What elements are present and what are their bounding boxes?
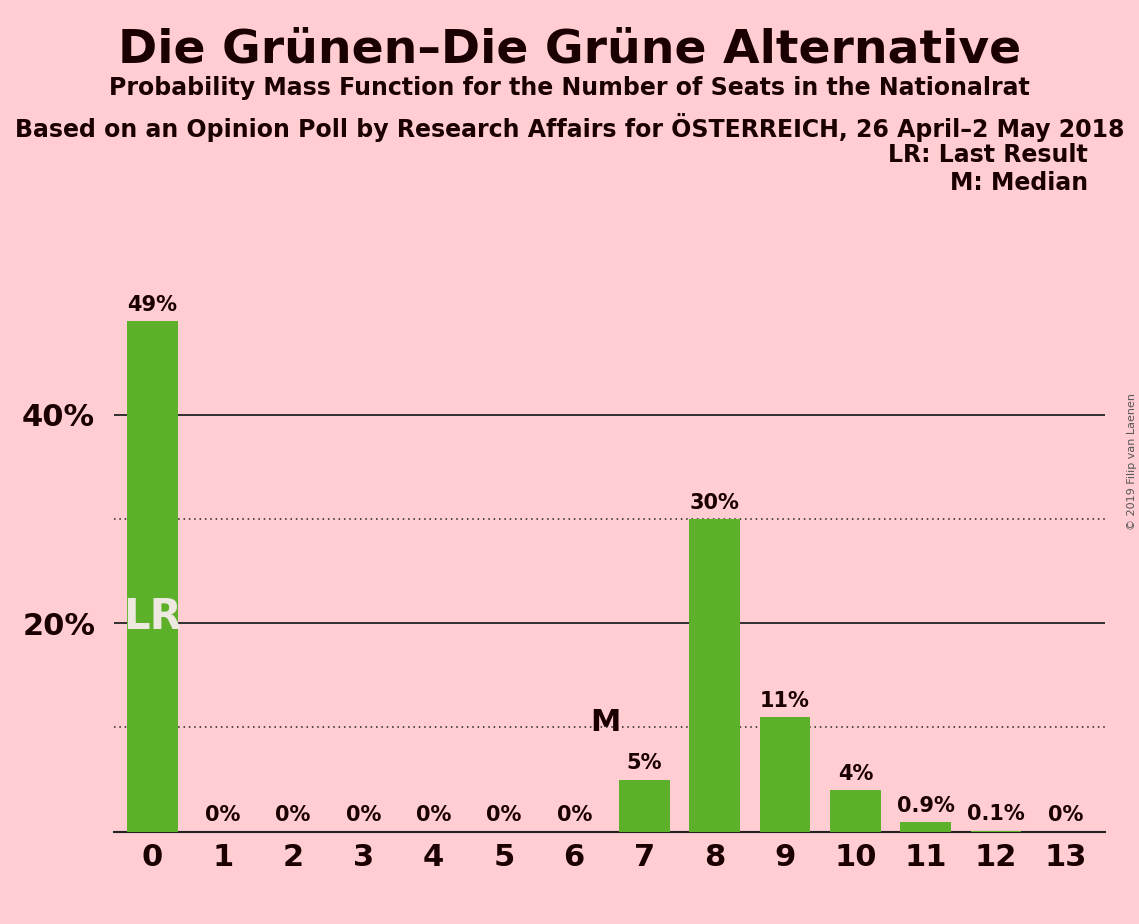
Text: 0%: 0% [486, 806, 522, 825]
Text: 5%: 5% [626, 753, 662, 773]
Text: 30%: 30% [690, 492, 739, 513]
Bar [128, 322, 178, 832]
Text: 0.1%: 0.1% [967, 804, 1025, 824]
Text: 0%: 0% [205, 806, 240, 825]
Bar [970, 831, 1022, 832]
Text: 0%: 0% [416, 806, 451, 825]
Text: 0%: 0% [557, 806, 592, 825]
Text: 0%: 0% [276, 806, 311, 825]
Text: 11%: 11% [760, 691, 810, 711]
Bar [620, 780, 670, 832]
Text: M: M [591, 708, 621, 736]
Bar [830, 790, 880, 832]
Text: 0.9%: 0.9% [896, 796, 954, 816]
Text: M: Median: M: Median [950, 171, 1088, 195]
Text: 0%: 0% [1049, 806, 1084, 825]
Text: 0%: 0% [346, 806, 382, 825]
Text: 4%: 4% [837, 764, 872, 784]
Text: Probability Mass Function for the Number of Seats in the Nationalrat: Probability Mass Function for the Number… [109, 76, 1030, 100]
Bar [760, 717, 810, 832]
Bar [689, 519, 740, 832]
Text: 49%: 49% [128, 295, 178, 315]
Text: Based on an Opinion Poll by Research Affairs for ÖSTERREICH, 26 April–2 May 2018: Based on an Opinion Poll by Research Aff… [15, 113, 1124, 141]
Text: LR: LR [123, 596, 182, 638]
Text: Die Grünen–Die Grüne Alternative: Die Grünen–Die Grüne Alternative [118, 28, 1021, 73]
Text: © 2019 Filip van Laenen: © 2019 Filip van Laenen [1126, 394, 1137, 530]
Text: LR: Last Result: LR: Last Result [888, 143, 1088, 167]
Bar [900, 822, 951, 832]
